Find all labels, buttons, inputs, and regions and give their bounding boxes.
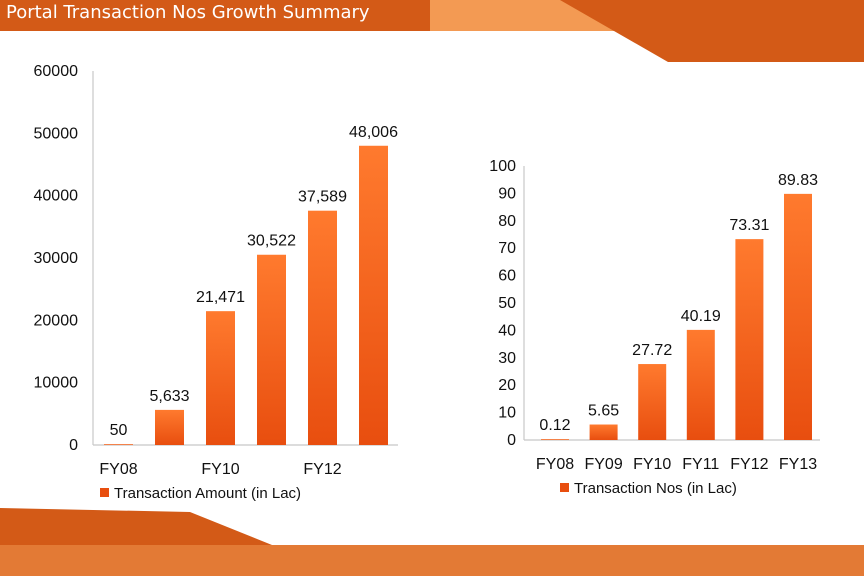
bar-fy11 xyxy=(257,254,286,445)
bar-fy13 xyxy=(359,145,388,445)
y-tick-label: 50 xyxy=(498,295,516,312)
x-tick-label: FY13 xyxy=(779,456,817,473)
footer-banner xyxy=(0,508,864,576)
x-tick-label: FY10 xyxy=(633,456,671,473)
y-tick-label: 10 xyxy=(498,405,516,422)
legend-swatch xyxy=(560,483,569,492)
data-label: 40.19 xyxy=(681,308,721,325)
data-label: 30,522 xyxy=(247,233,296,250)
legend-label: Transaction Nos (in Lac) xyxy=(574,480,737,497)
footer-wedge xyxy=(0,508,272,545)
legend: Transaction Amount (in Lac) xyxy=(100,485,301,502)
page-title: Portal Transaction Nos Growth Summary xyxy=(6,2,370,23)
y-tick-label: 0 xyxy=(507,432,516,449)
y-tick-label: 90 xyxy=(498,185,516,202)
data-label: 5.65 xyxy=(588,403,619,420)
x-tick-label: FY08 xyxy=(536,456,574,473)
header-banner xyxy=(0,0,864,62)
x-tick-labels: FY08 FY10 FY12 xyxy=(99,461,341,478)
data-label: 37,589 xyxy=(298,189,347,206)
data-label: 21,471 xyxy=(196,289,245,306)
y-tick-label: 0 xyxy=(69,437,78,454)
data-label: 0.12 xyxy=(539,417,570,434)
data-label: 5,633 xyxy=(149,388,189,405)
y-tick-labels: 0 10000 20000 30000 40000 50000 60000 xyxy=(34,63,79,454)
x-tick-labels: FY08 FY09 FY10 FY11 FY12 FY13 xyxy=(536,456,817,473)
bar-fy10 xyxy=(206,311,235,445)
banner-title-band xyxy=(0,0,430,31)
banner-main-shape xyxy=(0,0,864,62)
data-label: 27.72 xyxy=(632,342,672,359)
x-tick-label: FY12 xyxy=(303,461,341,478)
y-tick-label: 20000 xyxy=(34,312,79,329)
data-label: 89.83 xyxy=(778,172,818,189)
data-label: 50 xyxy=(110,422,128,439)
transaction-nos-chart: 0 10 20 30 40 50 60 70 80 90 100 0.12 5.65 27.72 40.1… xyxy=(489,158,820,497)
bar-fy11 xyxy=(686,329,715,440)
y-tick-labels: 0 10 20 30 40 50 60 70 80 90 100 xyxy=(489,158,516,449)
bar-fy08 xyxy=(541,439,569,440)
x-tick-label: FY10 xyxy=(201,461,239,478)
y-tick-label: 50000 xyxy=(34,125,79,142)
data-label: 73.31 xyxy=(729,217,769,234)
y-tick-label: 30 xyxy=(498,350,516,367)
bar-series xyxy=(104,145,388,445)
transaction-amount-chart: 0 10000 20000 30000 40000 50000 60000 50 5,633 2… xyxy=(34,63,399,502)
y-tick-label: 60 xyxy=(498,268,516,285)
bar-fy13 xyxy=(784,193,812,440)
bar-fy09 xyxy=(155,409,184,445)
y-tick-label: 80 xyxy=(498,213,516,230)
legend-swatch xyxy=(100,488,109,497)
x-tick-label: FY08 xyxy=(99,461,137,478)
y-tick-label: 40 xyxy=(498,322,516,339)
bar-fy10 xyxy=(638,364,667,440)
y-tick-label: 10000 xyxy=(34,375,79,392)
y-tick-label: 20 xyxy=(498,377,516,394)
legend: Transaction Nos (in Lac) xyxy=(560,480,737,497)
data-label: 48,006 xyxy=(349,124,398,141)
y-tick-label: 60000 xyxy=(34,63,79,80)
data-labels: 0.12 5.65 27.72 40.19 73.31 89.83 xyxy=(539,172,818,434)
x-tick-label: FY11 xyxy=(682,456,719,473)
legend-label: Transaction Amount (in Lac) xyxy=(114,485,301,502)
bar-fy12 xyxy=(735,239,764,440)
y-tick-label: 30000 xyxy=(34,250,79,267)
bar-series xyxy=(541,193,812,440)
data-labels: 50 5,633 21,471 30,522 37,589 48,006 xyxy=(110,124,398,439)
footer-band xyxy=(0,545,864,576)
x-tick-label: FY12 xyxy=(730,456,768,473)
y-tick-label: 40000 xyxy=(34,188,79,205)
bar-fy09 xyxy=(589,424,618,440)
y-tick-label: 100 xyxy=(489,158,516,175)
x-tick-label: FY09 xyxy=(584,456,622,473)
bar-fy08 xyxy=(104,444,133,445)
y-tick-label: 70 xyxy=(498,240,516,257)
bar-fy12 xyxy=(308,210,337,445)
